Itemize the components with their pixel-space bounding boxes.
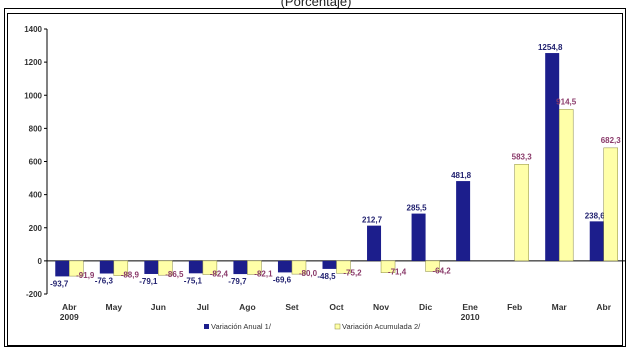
bar-variacion-anual — [367, 225, 382, 261]
chart-frame-inner — [7, 13, 623, 346]
legend-swatch-variacion-anual — [204, 324, 209, 329]
bar-variacion-anual — [99, 260, 114, 274]
y-tick-label: 1200 — [24, 58, 42, 67]
bar-variacion-anual — [456, 181, 471, 261]
bar-variacion-acumulada — [514, 164, 529, 262]
bar-variacion-acumulada — [558, 109, 574, 262]
x-tick-label: Oct — [329, 302, 343, 312]
y-tick-label: 1400 — [24, 25, 42, 34]
data-label-variacion-anual: -48,5 — [317, 272, 336, 281]
data-label-variacion-anual: 212,7 — [362, 216, 383, 225]
data-label-variacion-acumulada: 682,3 — [601, 136, 622, 145]
bar-variacion-acumulada — [380, 260, 396, 273]
chart-caption: (Porcentaje) — [280, 0, 352, 9]
x-tick-label: Mar — [552, 302, 568, 312]
data-label-variacion-acumulada: -75,2 — [343, 268, 362, 277]
x-tick-label: Ago — [239, 302, 256, 312]
data-label-variacion-acumulada: -80,0 — [299, 269, 318, 278]
data-label-variacion-acumulada: 583,3 — [512, 152, 533, 161]
data-label-variacion-anual: 285,5 — [407, 204, 428, 213]
y-tick-label: 400 — [29, 191, 43, 200]
bar-variacion-acumulada — [603, 147, 618, 262]
x-tick-label: Abr — [62, 302, 77, 312]
x-tick-label: Nov — [373, 302, 389, 312]
x-tick-label: Abr — [596, 302, 611, 312]
bar-variacion-anual — [188, 260, 203, 274]
data-label-variacion-anual: 238,6 — [585, 211, 606, 220]
legend-label-variacion-acumulada: Variación Acumulada 2/ — [342, 322, 421, 331]
data-label-variacion-anual: -93,7 — [50, 279, 69, 288]
chart-frame-outer — [4, 8, 626, 347]
y-tick-label: -200 — [26, 290, 43, 299]
data-label-variacion-acumulada: -91,9 — [76, 271, 95, 280]
data-label-variacion-anual: 481,8 — [451, 171, 472, 180]
data-label-variacion-acumulada: -86,5 — [165, 270, 184, 279]
data-label-variacion-anual: -75,1 — [184, 276, 203, 285]
y-tick-label: 1000 — [24, 91, 42, 100]
bar-variacion-anual — [411, 213, 426, 261]
x-tick-label: Dic — [419, 302, 433, 312]
bar-variacion-acumulada — [425, 260, 440, 272]
bar-variacion-acumulada — [69, 260, 84, 277]
legend-label-variacion-anual: Variación Anual 1/ — [211, 322, 272, 331]
bar-variacion-acumulada — [291, 260, 307, 275]
x-tick-label: Ene — [462, 302, 478, 312]
bar-variacion-acumulada — [247, 260, 262, 275]
data-label-variacion-acumulada: -71,4 — [388, 268, 407, 277]
bar-variacion-anual — [545, 53, 560, 261]
y-tick-label: 0 — [38, 257, 43, 266]
bar-variacion-acumulada — [158, 260, 173, 276]
data-label-variacion-acumulada: -88,9 — [121, 271, 140, 280]
y-tick-label: 800 — [29, 124, 43, 133]
bar-variacion-anual — [322, 260, 337, 269]
data-label-variacion-acumulada: -82,4 — [210, 270, 229, 279]
bar-variacion-acumulada — [113, 260, 129, 276]
bar-variacion-anual — [233, 260, 248, 275]
data-label-variacion-acumulada: 914,5 — [556, 97, 577, 106]
data-label-variacion-anual: -79,1 — [139, 277, 158, 286]
x-tick-label: Feb — [507, 302, 522, 312]
data-label-variacion-anual: -79,7 — [228, 277, 247, 286]
legend-swatch-variacion-acumulada — [334, 323, 341, 330]
bar-variacion-anual — [589, 221, 604, 261]
x-tick-label: Set — [285, 302, 298, 312]
data-label-variacion-acumulada: -82,1 — [254, 269, 273, 278]
x-tick-label: May — [106, 302, 123, 312]
bar-variacion-anual — [144, 260, 159, 274]
bar-variacion-acumulada — [202, 260, 218, 275]
bar-variacion-acumulada — [336, 260, 351, 274]
x-tick-label: Jun — [151, 302, 166, 312]
x-tick-label: 2009 — [60, 312, 79, 322]
x-tick-label: Jul — [197, 302, 209, 312]
data-label-variacion-anual: 1254,8 — [538, 43, 563, 52]
y-tick-label: 200 — [29, 224, 43, 233]
data-label-variacion-acumulada: -64,2 — [432, 267, 451, 276]
x-tick-label: 2010 — [461, 312, 480, 322]
y-tick-label: 600 — [29, 158, 43, 167]
data-label-variacion-anual: -69,6 — [273, 275, 292, 284]
data-label-variacion-anual: -76,3 — [95, 277, 114, 286]
bar-variacion-anual — [277, 260, 292, 273]
bar-variacion-anual — [55, 260, 70, 277]
